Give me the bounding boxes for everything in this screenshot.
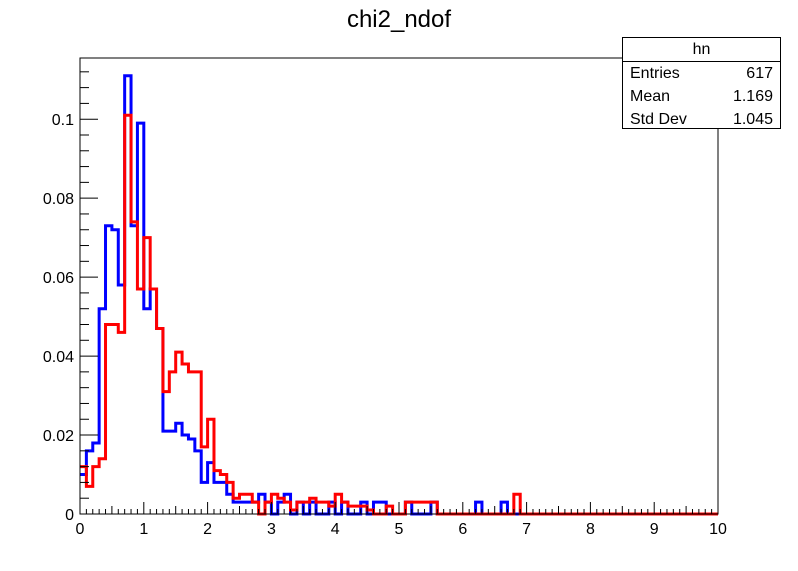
chart-title: chi2_ndof [346,6,452,33]
y-tick-label: 0.08 [43,191,74,208]
stats-value: 617 [746,65,773,82]
y-tick-label: 0.1 [52,112,74,129]
stats-label: Entries [630,65,680,82]
y-tick-label: 0.04 [43,349,74,366]
x-tick-label: 3 [267,521,276,538]
x-tick-label: 7 [522,521,531,538]
histogram-series-1 [80,113,718,516]
stats-label: Std Dev [630,111,687,128]
stats-value: 1.169 [732,88,773,105]
stats-row-entries: Entries 617 [623,62,780,85]
stats-label: Mean [630,88,671,105]
stats-box: hn Entries 617 Mean 1.169 Std Dev 1.045 [622,37,781,129]
histogram-series-layer [80,74,718,516]
x-tick-label: 0 [76,521,85,538]
stats-value: 1.045 [732,111,773,128]
stats-row-mean: Mean 1.169 [623,85,780,108]
y-tick-label: 0.06 [43,270,74,287]
y-tick-label: 0 [65,507,74,524]
x-tick-label: 4 [331,521,340,538]
stats-row-stddev: Std Dev 1.045 [623,108,780,131]
x-tick-label: 5 [395,521,404,538]
x-tick-label: 10 [709,521,727,538]
x-tick-label: 1 [139,521,148,538]
x-tick-label: 6 [458,521,467,538]
x-tick-label: 9 [650,521,659,538]
x-tick-label: 2 [203,521,212,538]
histogram-series-0 [80,74,718,516]
y-tick-label: 0.02 [43,428,74,445]
stats-title: hn [623,38,780,62]
axes-layer: 0 1 2 3 4 5 6 7 8 9 10 0 0.02 0.04 0.06 0.08 0.1 [43,71,727,538]
x-tick-label: 8 [586,521,595,538]
